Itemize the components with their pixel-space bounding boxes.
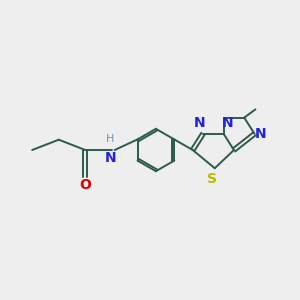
Text: H: H (106, 134, 114, 143)
Text: N: N (255, 127, 267, 141)
Text: N: N (104, 152, 116, 166)
Text: N: N (221, 116, 233, 130)
Text: S: S (207, 172, 218, 186)
Text: N: N (194, 116, 205, 130)
Text: O: O (79, 178, 91, 192)
